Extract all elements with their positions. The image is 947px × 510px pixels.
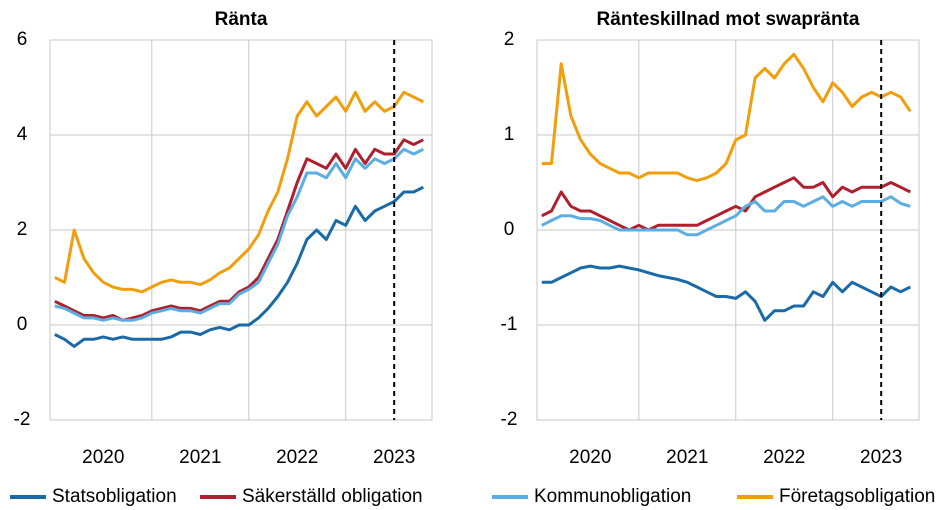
y-tick-label: 6 [17, 29, 28, 50]
x-tick-label: 2021 [666, 447, 708, 468]
y-tick-label: 2 [504, 29, 515, 50]
x-tick-label: 2022 [276, 447, 318, 468]
series-line [54, 138, 424, 322]
y-tick-label: 1 [504, 124, 515, 145]
plot-frame [49, 39, 433, 421]
y-tick-label: -1 [501, 314, 518, 335]
x-tick-label: 2023 [860, 447, 902, 468]
x-tick-label: 2022 [763, 447, 805, 468]
series-line [541, 176, 911, 232]
y-tick-label: 2 [17, 219, 28, 240]
y-tick-label: -2 [14, 409, 31, 430]
series-line [541, 264, 911, 322]
x-tick-label: 2021 [179, 447, 221, 468]
y-tick-label: 4 [17, 124, 28, 145]
series-line [54, 147, 424, 322]
series-line [541, 195, 911, 237]
legend-label: Kommunobligation [534, 486, 691, 507]
y-tick-label: 0 [504, 219, 515, 240]
series-line [541, 52, 912, 183]
plot-frame [536, 39, 920, 421]
legend-label: Statsobligation [52, 486, 177, 507]
chart-title: Ränta [215, 9, 268, 30]
y-tick-label: 0 [17, 314, 28, 335]
legend-label: Företagsobligation [779, 486, 935, 507]
y-tick-label: -2 [501, 409, 518, 430]
legend-label: Säkerställd obligation [242, 486, 423, 507]
series-line [54, 90, 424, 294]
x-tick-label: 2020 [82, 447, 124, 468]
x-tick-label: 2023 [373, 447, 415, 468]
chart-title: Ränteskillnad mot swapränta [597, 9, 860, 30]
x-tick-label: 2020 [569, 447, 611, 468]
series-line [54, 185, 424, 348]
